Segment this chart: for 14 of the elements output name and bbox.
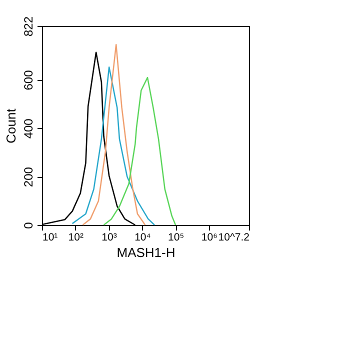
y-tick-label: 0: [22, 222, 36, 229]
y-tick-label: 600: [22, 70, 36, 90]
y-axis-title: Count: [4, 108, 18, 144]
x-tick-label: 10⁶: [201, 232, 218, 244]
x-axis-title: MASH1-H: [116, 245, 176, 260]
x-tick-label: 10²: [68, 232, 84, 244]
y-tick-label: 400: [22, 118, 36, 139]
x-tick-label: 10³: [102, 232, 118, 244]
x-tick-label: 10^7.2: [218, 232, 250, 244]
x-tick-label: 10⁴: [134, 232, 151, 244]
y-tick-label: 200: [22, 166, 36, 188]
x-tick-label: 10⁵: [168, 232, 184, 244]
x-tick-label: 10¹: [42, 232, 58, 244]
y-tick-label: 822: [22, 16, 36, 37]
